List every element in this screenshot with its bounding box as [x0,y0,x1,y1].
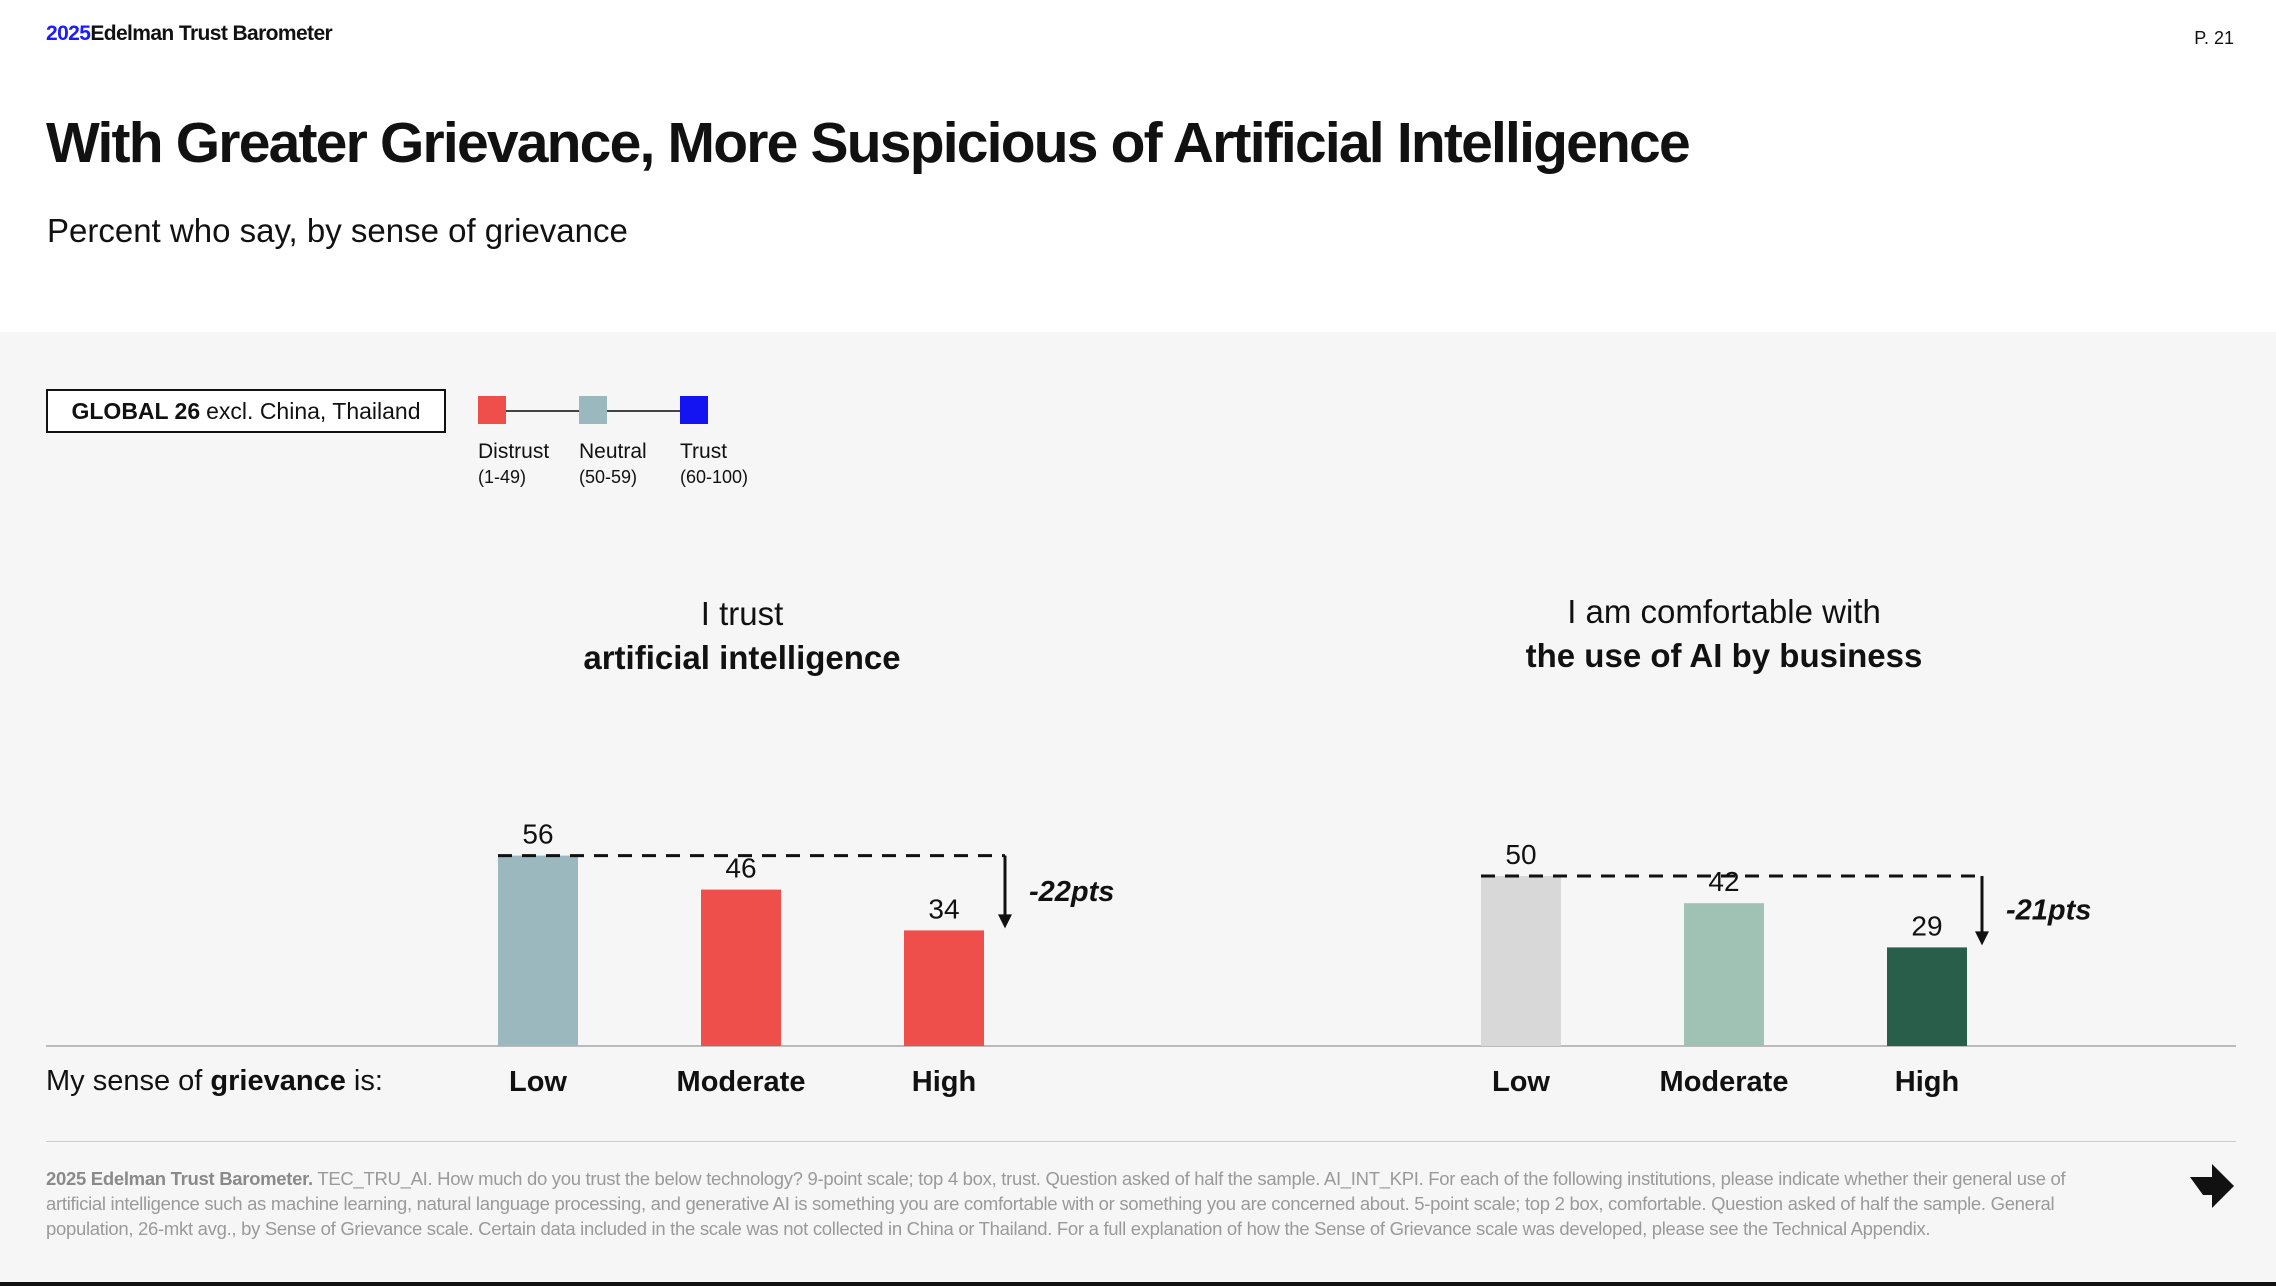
page-title: With Greater Grievance, More Suspicious … [46,111,1691,175]
legend-swatch-neutral [579,396,607,424]
chart-panel [0,332,2276,1286]
difference-label: -21pts [2006,895,2091,927]
data-label: 56 [522,819,553,850]
bar-moderate [701,889,781,1046]
chart-title-trust-ai: I trust artificial intelligence [442,592,1042,680]
difference-arrow-head [1975,931,1989,946]
brand-year: 2025 [46,22,91,45]
chart-title-line2: artificial intelligence [583,639,901,676]
legend-item-trust: Trust (60-100) [680,396,800,488]
category-label: Low [1492,1066,1550,1098]
footnote-source: 2025 Edelman Trust Barometer. [46,1168,313,1189]
category-label: Moderate [677,1066,806,1098]
row-label: My sense of grievance is: [46,1065,383,1097]
legend-range: (60-100) [680,467,749,487]
chart-title-line1: I am comfortable with [1567,593,1881,630]
bar-low [1481,876,1561,1046]
chart-title-comfortable-ai: I am comfortable with the use of AI by b… [1424,590,2024,678]
legend-range: (50-59) [579,467,638,487]
footnote-text: TEC_TRU_AI. How much do you trust the be… [46,1168,2066,1239]
category-label: High [1895,1066,1959,1098]
data-label: 42 [1708,866,1739,897]
category-label: Low [509,1066,567,1098]
legend-item-distrust: Distrust (1-49) [478,396,598,488]
data-label: 46 [725,853,756,884]
category-label: Moderate [1660,1066,1789,1098]
legend-range: (1-49) [478,467,527,487]
filter-rest: excl. China, Thailand [206,397,421,424]
legend-label: Neutral [579,440,647,463]
brand-name: Edelman Trust Barometer [90,22,333,45]
bar-high [904,930,984,1046]
legend-label: Trust [680,440,728,463]
chart-title-line1: I trust [700,595,784,632]
difference-label: -22pts [1029,876,1114,908]
page-number: P. 21 [2194,28,2234,48]
footer-divider [46,1141,2236,1142]
category-label: High [912,1066,976,1098]
chart-title-line2: the use of AI by business [1525,637,1923,674]
bar-low [498,855,578,1046]
bar-charts: My sense of grievance is: 56 Low 46 Moderate… [46,819,2236,1098]
next-arrow-icon[interactable] [2190,1162,2236,1208]
legend-swatch-distrust [478,396,506,424]
difference-arrow-head [998,914,1012,929]
brand-header: 2025Edelman Trust Barometer [46,22,333,46]
data-label: 29 [1911,910,1942,941]
bar-moderate [1684,903,1764,1046]
bar-high [1887,947,1967,1046]
filter-badge: GLOBAL 26 excl. China, Thailand [46,389,446,433]
footnote: 2025 Edelman Trust Barometer. TEC_TRU_AI… [46,1166,2126,1241]
data-label: 50 [1505,839,1536,870]
bottom-border [0,1282,2276,1286]
filter-bold: GLOBAL 26 [71,397,201,424]
data-label: 34 [928,893,959,924]
legend-label: Distrust [478,440,550,463]
page-subtitle: Percent who say, by sense of grievance [47,212,628,249]
legend-swatch-trust [680,396,708,424]
legend-item-neutral: Neutral (50-59) [579,396,699,488]
